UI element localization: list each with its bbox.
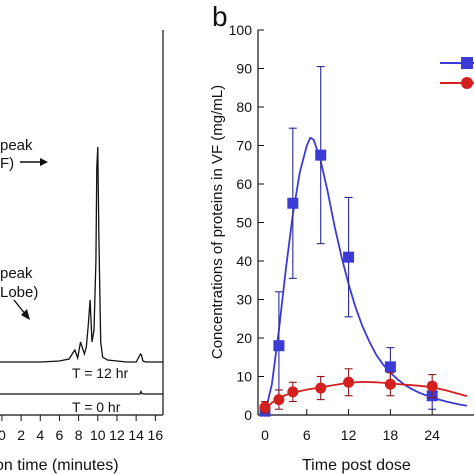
panel-b-y-tick-label: 90 [236, 61, 252, 77]
panel-a-annotation-main-peak-line2: F) [0, 155, 14, 172]
panel-a-x-tick-label: 0 [0, 427, 6, 443]
panel-a-main-peak-arrowhead [40, 158, 48, 166]
panel-b-y-axis-label: Concentrations of proteins in VF (mg/mL) [209, 85, 226, 359]
series-blue-point [343, 251, 355, 263]
panel-b-y-tick-label: 20 [236, 330, 252, 346]
panel-b-x-axis-label: Time post dose [302, 457, 411, 474]
series-red-point [384, 378, 396, 390]
panel-b-concentration-plot: b Concentrations of proteins in VF (mg/m… [209, 1, 474, 474]
panel-b-y-tick-label: 100 [229, 22, 253, 38]
series-red-point [343, 376, 355, 388]
panel-b-y-tick-label: 80 [236, 99, 252, 115]
panel-a-x-tick-label: 16 [148, 427, 164, 443]
series-blue-fit-line [264, 136, 468, 414]
series-red-point [315, 382, 327, 394]
panel-a-side-peak-arrowhead [21, 309, 30, 320]
panel-b-y-tick-label: 30 [236, 292, 252, 308]
series-blue-point [287, 197, 299, 209]
panel-b-x-tick-label: 18 [383, 427, 399, 443]
panel-a-trace-12hr [0, 146, 163, 363]
panel-b-x-tick-label: 24 [424, 427, 440, 443]
panel-b-y-tick-label: 70 [236, 138, 252, 154]
series-red-point [259, 401, 271, 413]
panel-a-x-tick-label: 14 [128, 427, 144, 443]
panel-a-x-tick-label: 4 [36, 427, 44, 443]
panel-a-x-tick-label: 10 [90, 427, 106, 443]
panel-b-x-tick-label: 0 [261, 427, 269, 443]
series-blue-point [315, 149, 327, 161]
panel-b-x-tick-label: 6 [303, 427, 311, 443]
panel-b-y-tick-label: 0 [244, 407, 252, 423]
panel-b-x-tick-label: 12 [341, 427, 357, 443]
panel-b-y-tick-label: 50 [236, 215, 252, 231]
panel-b-y-tick-label: 40 [236, 253, 252, 269]
series-red-point [287, 386, 299, 398]
series-blue-point [384, 361, 396, 373]
panel-a-trace-label-0hr: T = 0 hr [72, 399, 121, 415]
panel-a-annotation-main-peak-line1: peak [0, 137, 33, 154]
panel-b-y-tick-label: 10 [236, 369, 252, 385]
series-red-point [426, 380, 438, 392]
panel-a-trace-0hr [0, 389, 163, 395]
panel-b-legend [440, 57, 474, 89]
panel-a-x-axis-label: on time (minutes) [0, 457, 119, 474]
panel-b-label: b [212, 1, 228, 32]
panel-b-y-tick-label: 60 [236, 176, 252, 192]
legend-swatch-red-marker [461, 77, 473, 89]
legend-swatch-blue-marker [461, 57, 473, 69]
panel-a-annotation-side-peak-line2: Lobe) [0, 284, 38, 301]
series-blue-point [273, 340, 285, 352]
panel-a-x-tick-label: 12 [109, 427, 125, 443]
series-red-point [273, 394, 285, 406]
panel-a-annotation-side-peak-line1: peak [0, 265, 33, 282]
panel-a-chromatogram: 0 2 4 6 8 10 12 14 16 on time (minutes) peak F) … [0, 30, 164, 474]
panel-a-x-tick-label: 8 [75, 427, 83, 443]
panel-a-trace-label-12hr: T = 12 hr [72, 365, 129, 381]
panel-a-x-tick-label: 2 [17, 427, 25, 443]
panel-a-x-tick-label: 6 [56, 427, 64, 443]
